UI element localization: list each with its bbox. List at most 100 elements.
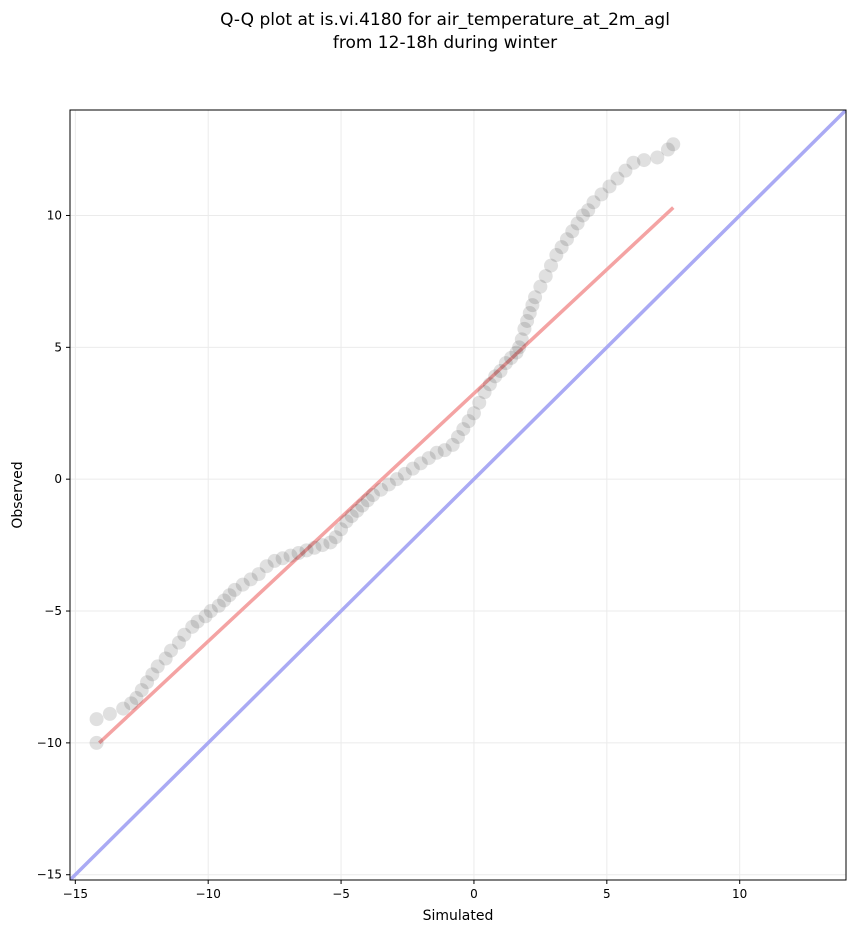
- scatter-point: [307, 540, 322, 555]
- scatter-point: [389, 472, 404, 487]
- y-tick-label: 5: [54, 340, 62, 354]
- scatter-point: [163, 643, 178, 658]
- scatter-point: [517, 321, 532, 336]
- scatter-point: [666, 137, 681, 152]
- y-tick-label: −10: [37, 736, 62, 750]
- scatter-point: [291, 546, 306, 561]
- scatter-point: [522, 306, 537, 321]
- scatter-point: [581, 203, 596, 218]
- scatter-point: [488, 369, 503, 384]
- scatter-point: [365, 488, 380, 502]
- scatter-point: [493, 364, 508, 379]
- x-tick-label: 5: [603, 887, 611, 901]
- scatter-point: [498, 356, 513, 371]
- scatter-point: [203, 604, 218, 619]
- scatter-point: [650, 150, 665, 165]
- scatter-point: [397, 466, 412, 481]
- scatter-point: [344, 509, 359, 524]
- scatter-point: [456, 422, 471, 437]
- scatter-point: [451, 429, 465, 444]
- scatter-point: [565, 224, 580, 239]
- scatter-point: [520, 313, 535, 328]
- scatter-point: [350, 503, 365, 518]
- scatter-point: [140, 675, 155, 690]
- y-axis-ticks: −15 −10 −5 0 5 10: [37, 208, 70, 882]
- scatter-point: [660, 142, 675, 157]
- scatter-point: [222, 588, 237, 603]
- plot-frame: [69, 109, 847, 881]
- scatter-point: [466, 406, 481, 421]
- scatter-point: [158, 651, 173, 666]
- scatter-point: [334, 522, 349, 537]
- x-tick-label: −15: [63, 887, 88, 901]
- scatter-point: [259, 559, 274, 574]
- scatter-point: [544, 258, 559, 273]
- scatter-point: [185, 619, 200, 634]
- scatter-point: [445, 437, 460, 452]
- x-axis-label: Simulated: [423, 908, 494, 924]
- scatter-point: [315, 538, 330, 553]
- scatter-point: [549, 248, 564, 263]
- scatter-point: [89, 735, 104, 750]
- scatter-point: [129, 691, 144, 706]
- scatter-point: [116, 701, 131, 716]
- scatter-point: [610, 171, 625, 186]
- scatter-point: [89, 712, 104, 727]
- x-tick-label: −10: [196, 887, 221, 901]
- scatter-point: [528, 290, 543, 305]
- scatter-point: [421, 451, 436, 466]
- identity-line: [70, 110, 846, 880]
- scatter-point: [413, 456, 428, 471]
- scatter-point: [211, 598, 226, 613]
- scatter-point: [177, 627, 192, 642]
- scatter-point: [373, 482, 388, 497]
- y-tick-label: 0: [54, 472, 62, 486]
- scatter-point: [594, 187, 609, 202]
- scatter-point: [559, 232, 574, 247]
- scatter-point: [512, 340, 527, 355]
- scatter-point: [328, 530, 343, 545]
- scatter-point: [575, 208, 590, 223]
- scatter-point: [554, 240, 569, 255]
- y-tick-label: −5: [44, 604, 62, 618]
- scatter-point: [381, 477, 396, 492]
- scatter-point: [461, 414, 476, 429]
- scatter-point: [134, 683, 149, 698]
- scatter-point: [626, 155, 641, 170]
- x-tick-label: 10: [732, 887, 747, 901]
- scatter-point: [355, 498, 370, 513]
- scatter-point: [171, 635, 186, 650]
- scatter-point: [602, 179, 617, 194]
- scatter-point: [323, 535, 338, 550]
- scatter-point: [217, 593, 232, 608]
- scatter-point: [235, 577, 250, 592]
- x-tick-label: −5: [332, 887, 350, 901]
- scatter-point: [514, 332, 529, 347]
- scatter-point: [275, 551, 290, 566]
- scatter-point: [283, 548, 298, 563]
- scatter-point: [339, 514, 354, 529]
- scatter-point: [429, 445, 444, 460]
- fit-line: [98, 206, 675, 745]
- x-tick-label: 0: [470, 887, 478, 901]
- scatter-point: [251, 567, 266, 582]
- scatter-point: [227, 582, 242, 597]
- grid-lines: [70, 110, 846, 880]
- scatter-point: [437, 443, 452, 458]
- scatter-point: [586, 195, 601, 210]
- y-tick-label: 10: [47, 208, 62, 222]
- scatter-point: [267, 553, 282, 568]
- chart-title-line-2: from 12-18h during winter: [333, 33, 557, 53]
- x-axis-ticks: −15 −10 −5 0 5 10: [63, 880, 747, 901]
- reference-lines: [70, 110, 846, 880]
- scatter-point: [243, 572, 258, 587]
- scatter-point: [533, 279, 548, 294]
- scatter-point: [124, 696, 139, 711]
- scatter-point: [190, 614, 205, 629]
- scatter-point: [525, 298, 540, 313]
- scatter-point: [482, 377, 497, 392]
- chart-title-line-1: Q-Q plot at is.vi.4180 for air_temperatu…: [220, 10, 670, 30]
- scatter-point: [198, 609, 213, 624]
- scatter-point: [360, 493, 375, 508]
